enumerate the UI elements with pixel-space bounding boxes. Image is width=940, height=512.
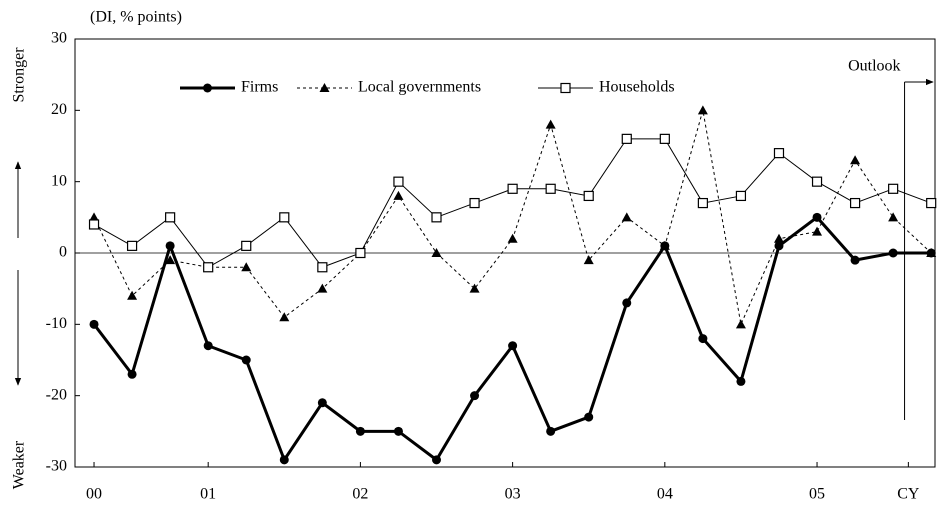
- point: [735, 319, 746, 329]
- point: [888, 212, 899, 222]
- point: [698, 334, 708, 344]
- point: [127, 369, 137, 379]
- y-label-top: Stronger: [11, 47, 28, 103]
- x-tick-label: 01: [200, 486, 216, 503]
- point: [469, 197, 480, 209]
- point: [241, 240, 252, 251]
- point: [393, 176, 404, 187]
- point: [508, 341, 518, 351]
- point: [812, 212, 822, 222]
- y-tick-label: 20: [51, 101, 67, 118]
- point: [736, 376, 746, 386]
- legend-label: Households: [599, 79, 675, 96]
- point: [507, 233, 518, 243]
- point: [659, 133, 670, 144]
- x-tick-label: 02: [352, 486, 368, 503]
- point: [203, 262, 214, 273]
- y-tick-label: 10: [51, 172, 67, 189]
- point: [545, 119, 556, 129]
- x-tick-label: 05: [809, 486, 825, 503]
- point: [355, 426, 365, 436]
- point: [393, 426, 403, 436]
- legend-label: Firms: [241, 79, 278, 96]
- x-tick-label: 03: [505, 486, 521, 503]
- point: [622, 298, 632, 308]
- point: [850, 155, 861, 165]
- point: [431, 212, 442, 223]
- series-line: [92, 215, 932, 464]
- point: [241, 355, 251, 365]
- y-tick-label: -10: [46, 315, 67, 332]
- outlook-label: Outlook: [848, 58, 900, 75]
- point: [584, 412, 594, 422]
- point: [431, 248, 442, 257]
- unit-label: (DI, % points): [90, 9, 182, 26]
- y-tick-label: -20: [46, 386, 67, 403]
- point: [432, 455, 442, 465]
- point: [774, 241, 784, 251]
- point: [126, 240, 138, 251]
- point: [812, 226, 823, 236]
- point: [926, 248, 937, 257]
- y-tick-label: 30: [51, 30, 67, 47]
- point: [773, 148, 785, 159]
- legend-marker: [203, 83, 212, 93]
- point: [470, 391, 480, 401]
- point: [393, 190, 404, 200]
- point: [203, 341, 213, 351]
- point: [165, 255, 176, 265]
- point: [888, 248, 898, 258]
- point: [850, 255, 860, 265]
- point: [507, 183, 518, 194]
- point: [88, 219, 100, 230]
- point: [546, 426, 556, 436]
- point: [317, 262, 328, 273]
- point: [773, 233, 784, 243]
- x-tick-label: 00: [86, 486, 102, 503]
- legend-label: Local governments: [358, 79, 481, 96]
- x-tick-label: 04: [657, 486, 673, 503]
- y-label-bottom: Weaker: [11, 440, 28, 489]
- point: [165, 241, 175, 251]
- point: [811, 176, 823, 187]
- point: [279, 455, 289, 465]
- legend-marker: [560, 82, 571, 94]
- point: [317, 283, 328, 293]
- y-tick-label: 0: [59, 244, 67, 261]
- y-tick-label: -30: [46, 458, 67, 475]
- point: [165, 212, 176, 223]
- point: [697, 105, 708, 115]
- series-line: [93, 110, 932, 327]
- point: [583, 255, 594, 265]
- point: [849, 197, 861, 209]
- point: [545, 183, 556, 194]
- point: [621, 133, 632, 144]
- point: [697, 197, 708, 209]
- point: [583, 190, 594, 202]
- point: [279, 212, 290, 223]
- legend-marker: [319, 83, 330, 92]
- point: [127, 290, 138, 300]
- point: [89, 212, 100, 222]
- point: [279, 312, 290, 322]
- point: [241, 262, 252, 272]
- point: [469, 283, 480, 293]
- point: [735, 190, 747, 202]
- point: [621, 212, 632, 222]
- point: [89, 319, 99, 329]
- point: [888, 183, 899, 194]
- point: [317, 398, 327, 408]
- x-tick-label: CY: [897, 486, 920, 503]
- point: [926, 197, 937, 209]
- point: [659, 240, 670, 250]
- point: [355, 247, 366, 259]
- series-line: [93, 138, 932, 268]
